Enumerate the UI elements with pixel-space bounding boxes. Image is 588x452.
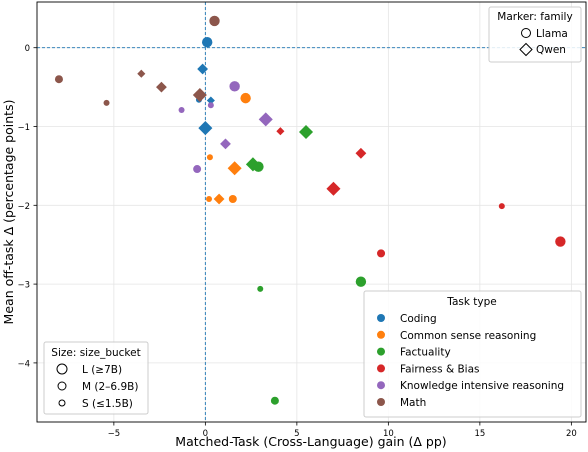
point-math-1 (54, 75, 63, 84)
y-tick-label: −3 (17, 281, 30, 291)
size-l-marker-icon (56, 363, 68, 375)
point-knowledge-intensive-reasoning-3 (258, 112, 273, 127)
point-fairness-bias-2 (326, 181, 341, 196)
task-legend-marker-icon (377, 364, 385, 373)
data-points (54, 15, 566, 405)
task-legend-marker-icon (377, 330, 385, 339)
task-legend-marker-icon (377, 314, 385, 322)
task-legend-title: Task type (446, 296, 496, 308)
point-math-0 (209, 15, 220, 27)
point-factuality-2 (253, 161, 264, 172)
point-fairness-bias-0 (276, 127, 285, 136)
plot-frame (36, 1, 587, 423)
point-common-sense-reasoning-2 (227, 161, 242, 176)
task-legend-marker-icon (377, 381, 385, 390)
y-tick-label: −4 (17, 359, 30, 369)
size-m-marker-icon (57, 381, 67, 391)
family-legend-llama: Llama (536, 28, 568, 40)
size-legend-s: S (≤1.5B) (82, 398, 133, 410)
x-tick-label: 5 (294, 429, 299, 439)
family-legend: Marker: family Llama Qwen (488, 6, 582, 63)
point-fairness-bias-1 (355, 147, 367, 159)
y-tick-label: 0 (25, 44, 30, 54)
y-axis-ticks: 0 −1 −2 −3 −4 (17, 44, 37, 369)
x-axis-ticks: −5 0 5 10 15 20 (108, 422, 577, 439)
size-legend-l: L (≥7B) (82, 364, 122, 376)
size-legend: Size: size_bucket L (≥7B) M (2–6.9B) S (… (43, 341, 149, 415)
point-math-2 (137, 69, 146, 78)
family-legend-qwen: Qwen (536, 44, 566, 56)
point-fairness-bias-3 (498, 203, 505, 210)
task-legend-entry: Math (400, 397, 426, 409)
point-fairness-bias-5 (377, 249, 386, 258)
point-knowledge-intensive-reasoning-4 (220, 138, 231, 150)
point-factuality-3 (355, 276, 367, 287)
point-math-5 (192, 87, 207, 103)
point-common-sense-reasoning-5 (228, 194, 237, 203)
x-tick-label: 15 (474, 429, 485, 439)
point-common-sense-reasoning-0 (240, 92, 251, 104)
size-s-marker-icon (58, 399, 66, 407)
x-tick-label: 0 (203, 429, 208, 439)
point-common-sense-reasoning-3 (206, 195, 213, 202)
family-legend-title: Marker: family (497, 11, 572, 23)
x-tick-label: −5 (108, 429, 121, 439)
point-fairness-bias-4 (555, 236, 566, 247)
x-tick-label: 20 (566, 429, 577, 439)
point-factuality-0 (298, 124, 314, 140)
point-common-sense-reasoning-1 (206, 154, 213, 161)
task-legend-entry: Common sense reasoning (400, 330, 536, 342)
x-axis-label: Matched-Task (Cross-Language) gain (Δ pp… (175, 434, 446, 449)
point-factuality-4 (257, 285, 264, 292)
task-legend-marker-icon (377, 398, 385, 406)
point-knowledge-intensive-reasoning-2 (207, 102, 214, 109)
point-coding-1 (197, 63, 209, 75)
point-factuality-5 (270, 396, 279, 405)
x-tick-label: 10 (383, 429, 394, 439)
llama-marker-icon (521, 28, 531, 38)
point-knowledge-intensive-reasoning-5 (193, 165, 202, 174)
task-legend: Task type Coding Common sense reasoning Fa… (363, 290, 582, 418)
y-tick-label: −2 (17, 202, 30, 212)
point-knowledge-intensive-reasoning-0 (229, 81, 240, 92)
y-axis-label: Mean off-task Δ (percentage points) (1, 100, 16, 325)
task-legend-entry: Coding (400, 313, 437, 325)
point-math-3 (156, 81, 167, 93)
size-legend-title: Size: size_bucket (51, 347, 140, 359)
task-legend-entry: Factuality (400, 347, 451, 359)
task-legend-entry: Knowledge intensive reasoning (400, 380, 564, 392)
size-legend-m: M (2–6.9B) (82, 381, 138, 393)
point-coding-0 (201, 36, 213, 48)
point-coding-4 (198, 121, 213, 136)
task-legend-marker-icon (377, 347, 385, 356)
task-legend-entry: Fairness & Bias (400, 363, 480, 375)
y-tick-label: −1 (17, 123, 30, 133)
point-knowledge-intensive-reasoning-1 (178, 106, 185, 113)
point-common-sense-reasoning-4 (213, 193, 225, 205)
qwen-marker-icon (519, 42, 533, 57)
point-math-4 (103, 99, 110, 106)
point-coding-3 (206, 96, 215, 105)
